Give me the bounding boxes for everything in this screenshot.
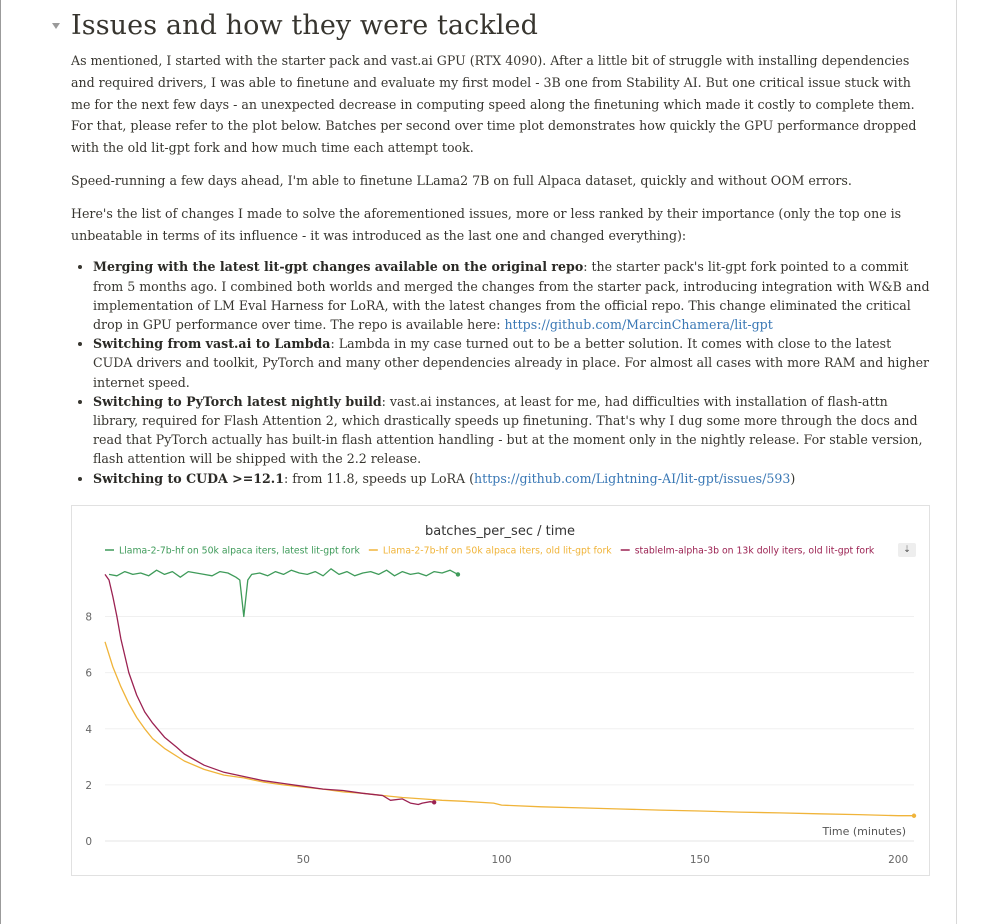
series-line	[104, 574, 435, 806]
y-tick-label: 8	[85, 612, 92, 624]
list-item-title: Switching to CUDA >=12.1	[93, 470, 284, 486]
list-item-title: Merging with the latest lit-gpt changes …	[93, 259, 584, 275]
legend-entry: stablelm-alpha-3b on 13k dolly iters, ol…	[635, 546, 875, 557]
summary-paragraph: Speed-running a few days ahead, I'm able…	[71, 172, 852, 188]
series-endpoint	[455, 572, 461, 577]
page-left-border	[0, 0, 1, 924]
y-tick-label: 2	[85, 780, 92, 792]
legend-entry: Llama-2-7b-hf on 50k alpaca iters, old l…	[383, 546, 612, 557]
chart-panel[interactable]: batches_per_sec / time Llama-2-7b-hf on 5…	[71, 505, 930, 876]
intro-paragraph: As mentioned, I started with the starter…	[71, 53, 917, 156]
list-item-text: : vast.ai instances, at least for me, ha…	[93, 393, 923, 467]
series-endpoint	[911, 813, 917, 818]
changes-list: Merging with the latest lit-gpt changes …	[71, 257, 931, 487]
list-item: Switching to PyTorch latest nightly buil…	[93, 392, 931, 469]
list-item-title: Switching to PyTorch latest nightly buil…	[93, 393, 382, 409]
list-item-title: Switching from vast.ai to Lambda	[93, 336, 331, 352]
x-tick-label: 100	[492, 854, 512, 866]
list-item-text: : from 11.8, speeds up LoRA (	[283, 470, 475, 486]
list-item-closing: )	[790, 470, 796, 486]
article-body: As mentioned, I started with the starter…	[71, 50, 931, 488]
list-item: Switching to CUDA >=12.1: from 11.8, spe…	[93, 469, 931, 488]
y-tick-label: 4	[85, 724, 92, 736]
x-tick-label: 200	[888, 854, 908, 866]
y-tick-label: 0	[85, 836, 92, 848]
issue-link[interactable]: https://github.com/Lightning-AI/lit-gpt/…	[474, 470, 791, 486]
x-tick-label: 150	[690, 854, 710, 866]
y-tick-label: 6	[85, 668, 92, 680]
fork-repo-link[interactable]: https://github.com/MarcinChamera/lit-gpt	[504, 316, 773, 332]
line-chart: batches_per_sec / time Llama-2-7b-hf on 5…	[85, 524, 917, 866]
collapse-toggle-icon[interactable]	[52, 23, 60, 29]
page-right-border	[956, 0, 957, 924]
chevron-down-icon[interactable]: ⇣	[898, 543, 916, 557]
series-line	[108, 568, 459, 618]
chart-title: batches_per_sec / time	[425, 524, 575, 539]
list-item: Merging with the latest lit-gpt changes …	[93, 257, 931, 334]
x-axis-label: Time (minutes)	[821, 825, 906, 838]
series-endpoint	[431, 800, 437, 805]
x-tick-label: 50	[297, 854, 310, 866]
section-title: Issues and how they were tackled	[71, 9, 539, 41]
section-heading: Issues and how they were tackled	[52, 6, 538, 44]
legend-entry: Llama-2-7b-hf on 50k alpaca iters, lates…	[119, 546, 360, 557]
list-item-text: : the starter pack's lit-gpt fork pointe…	[93, 259, 930, 332]
list-item: Switching from vast.ai to Lambda: Lambda…	[93, 334, 931, 392]
list-intro-paragraph: Here's the list of changes I made to sol…	[71, 205, 902, 243]
list-item-text: : Lambda in my case turned out to be a b…	[93, 336, 930, 390]
